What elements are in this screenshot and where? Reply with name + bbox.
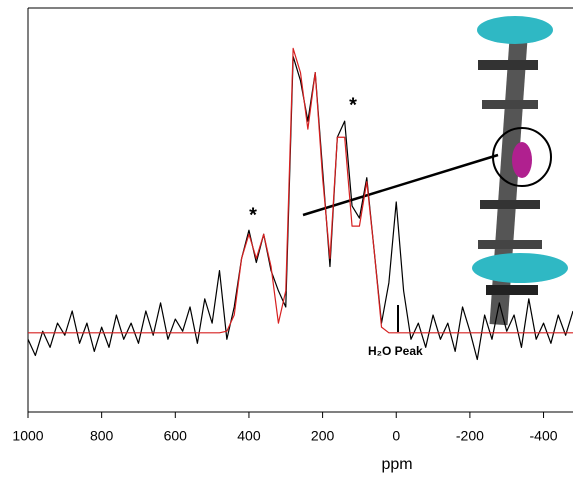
molecule-branch bbox=[482, 100, 538, 109]
annotation: * bbox=[249, 204, 257, 226]
x-axis-label: ppm bbox=[381, 456, 412, 473]
pointer-line bbox=[302, 153, 499, 217]
x-tick-label: 400 bbox=[237, 428, 261, 444]
x-tick-label: -200 bbox=[456, 428, 484, 444]
x-tick-label: 1000 bbox=[12, 428, 43, 444]
x-tick-label: 0 bbox=[392, 428, 400, 444]
molecule-cap bbox=[472, 253, 568, 283]
molecule-illustration bbox=[302, 16, 568, 326]
x-tick-label: -400 bbox=[530, 428, 558, 444]
molecule-branch bbox=[480, 200, 540, 209]
data-line bbox=[28, 47, 573, 334]
molecule-branch bbox=[478, 240, 542, 249]
molecule-backbone bbox=[489, 24, 529, 326]
highlight-circle bbox=[492, 127, 552, 187]
x-tick-label: 800 bbox=[90, 428, 114, 444]
annotation: * bbox=[349, 94, 357, 116]
x-tick-label: 200 bbox=[311, 428, 335, 444]
data-line bbox=[27, 55, 573, 361]
molecule-cap bbox=[477, 16, 553, 44]
molecule-branch bbox=[478, 60, 538, 70]
molecule-branch bbox=[486, 285, 538, 295]
molecule-water bbox=[512, 142, 532, 178]
annotation: H₂O Peak bbox=[368, 344, 423, 358]
x-tick-label: 600 bbox=[164, 428, 188, 444]
